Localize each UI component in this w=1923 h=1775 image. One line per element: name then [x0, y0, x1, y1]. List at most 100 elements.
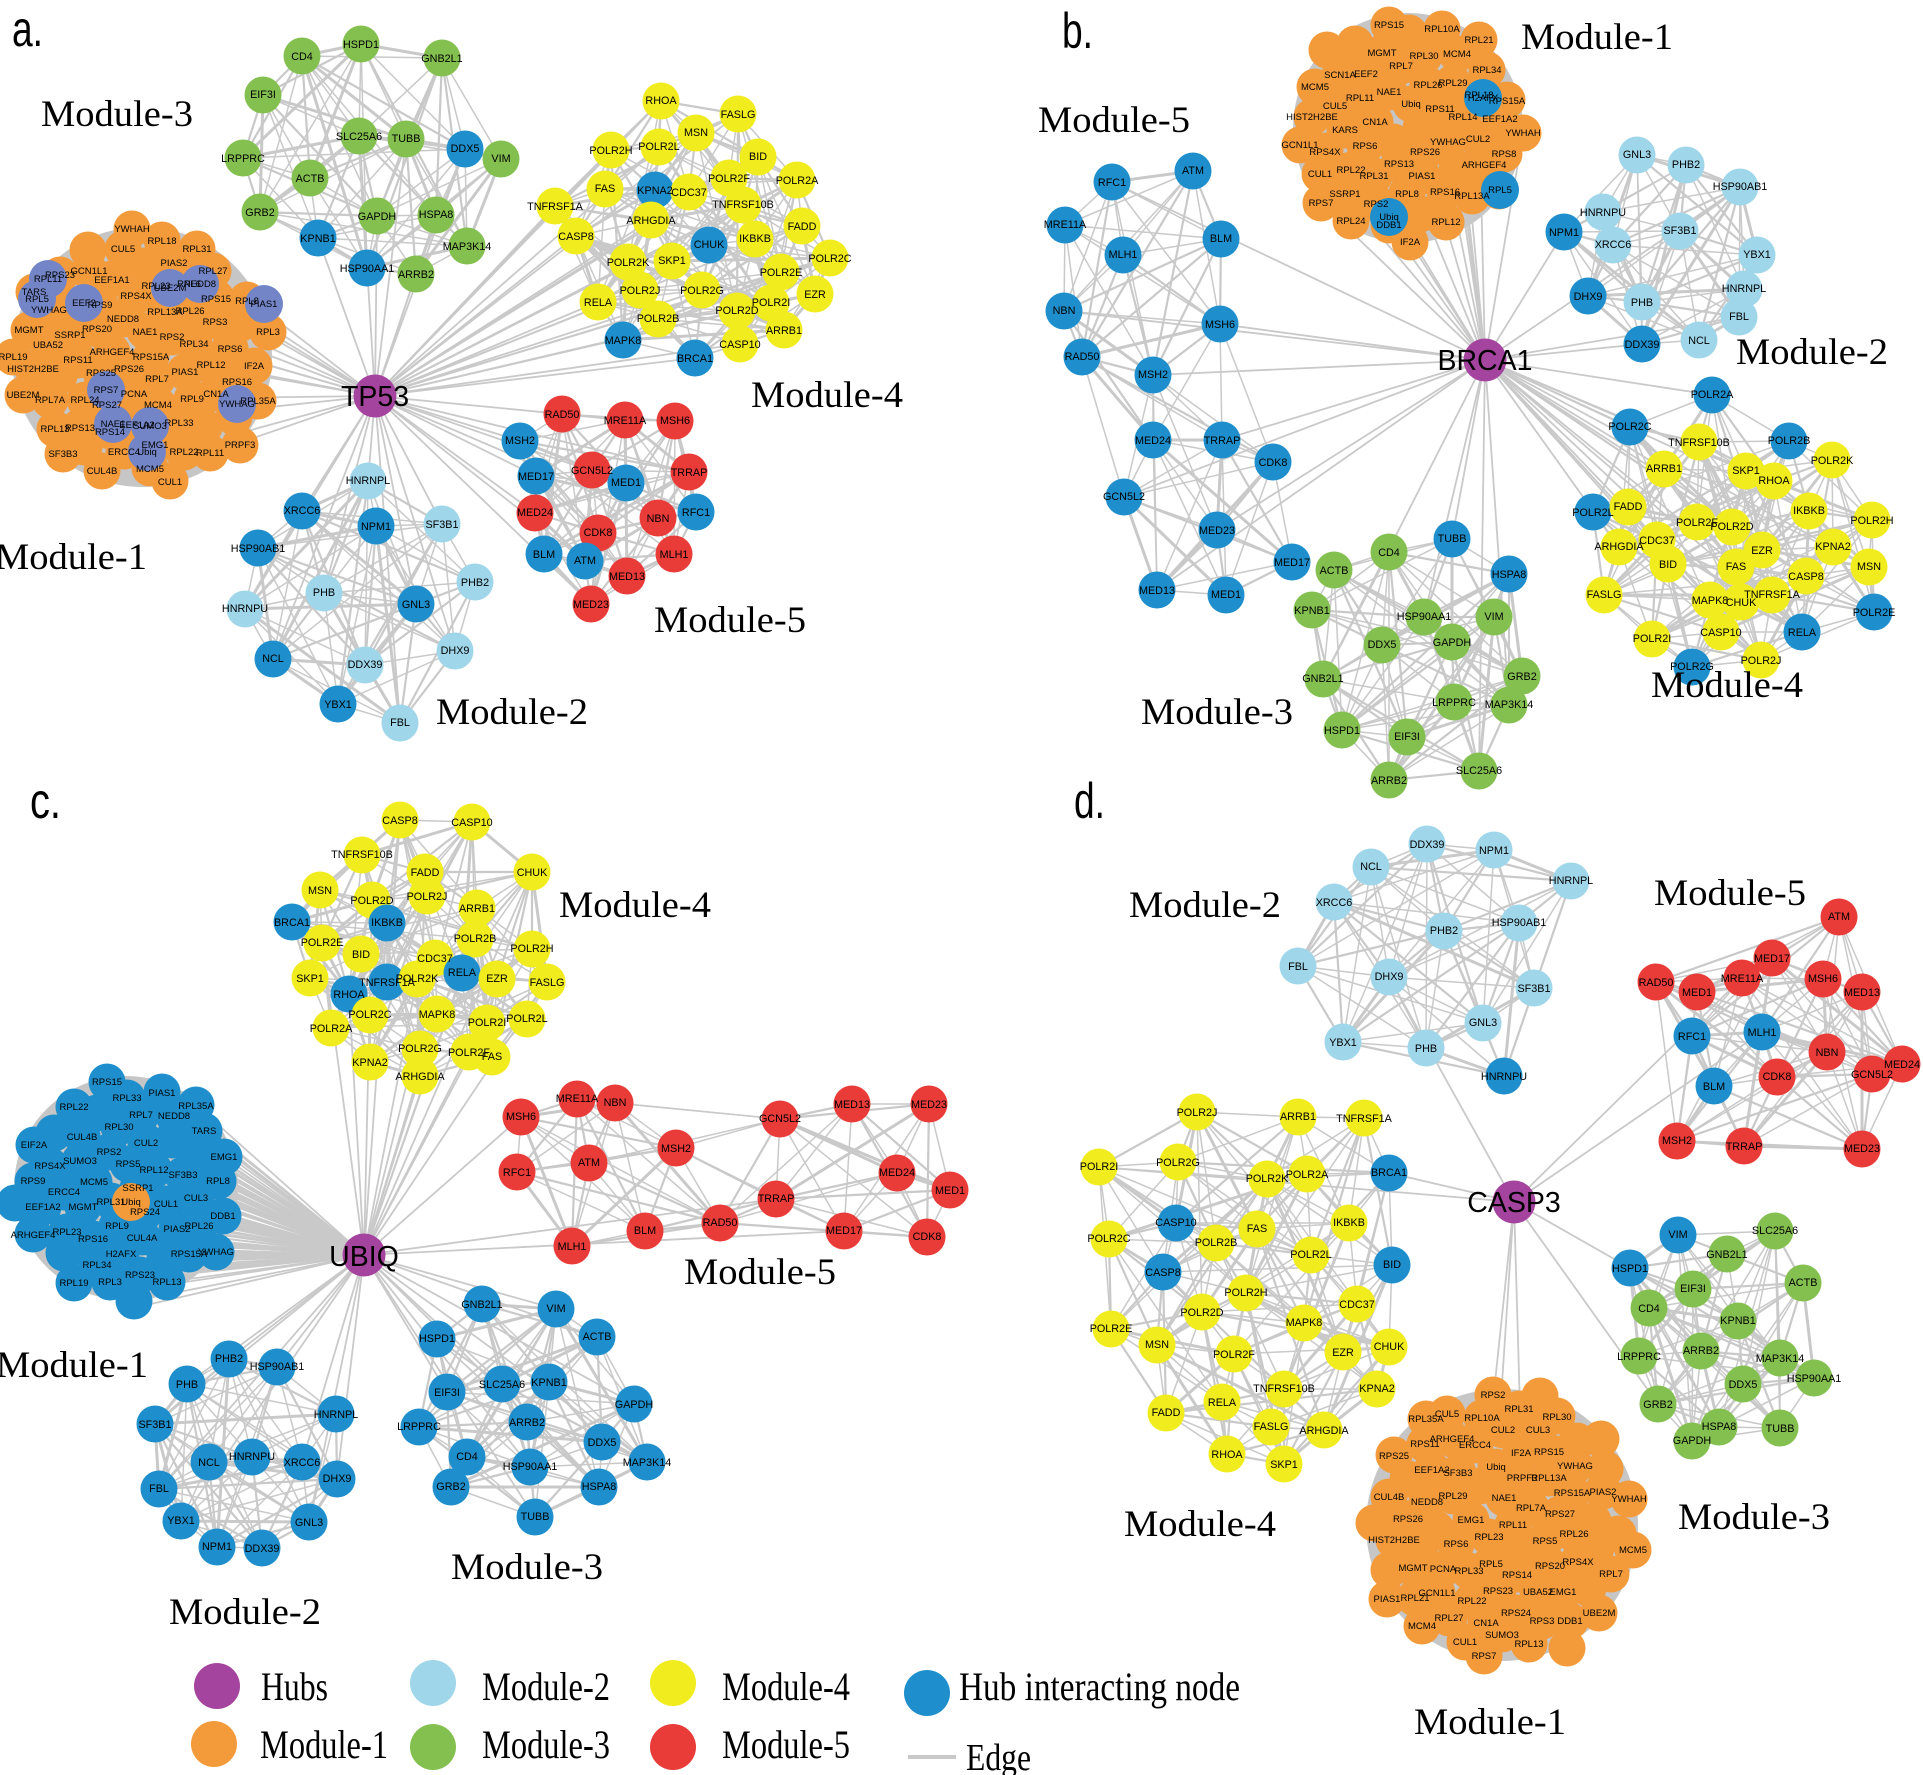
svg-text:SKP1: SKP1 — [296, 973, 324, 985]
svg-text:TNFRSF1A: TNFRSF1A — [527, 201, 584, 213]
svg-text:POLR2I: POLR2I — [1080, 1161, 1118, 1173]
svg-text:CUL1: CUL1 — [154, 1199, 178, 1210]
svg-text:SKP1: SKP1 — [1270, 1459, 1298, 1471]
svg-text:RPL13A: RPL13A — [147, 307, 183, 318]
svg-text:CASP8: CASP8 — [1788, 571, 1823, 583]
svg-text:RPS25: RPS25 — [1379, 1451, 1409, 1462]
svg-text:HSP90AB1: HSP90AB1 — [250, 1361, 305, 1373]
svg-text:KPNB1: KPNB1 — [1294, 605, 1329, 617]
svg-text:Module-3: Module-3 — [451, 1547, 603, 1588]
svg-text:CHUK: CHUK — [517, 867, 548, 879]
svg-text:RAD50: RAD50 — [703, 1217, 738, 1229]
svg-text:GCN5L2: GCN5L2 — [759, 1113, 801, 1125]
svg-text:RPL12: RPL12 — [1431, 217, 1460, 228]
svg-text:Module-2: Module-2 — [482, 1664, 610, 1709]
svg-text:POLR2K: POLR2K — [607, 257, 650, 269]
svg-text:RPL8: RPL8 — [206, 1176, 230, 1187]
svg-text:RPL22: RPL22 — [169, 447, 198, 458]
svg-text:RAD50: RAD50 — [545, 409, 580, 421]
svg-text:RPL30: RPL30 — [1542, 1412, 1571, 1423]
svg-text:Module-1: Module-1 — [1414, 1702, 1566, 1743]
svg-text:ARRB2: ARRB2 — [1683, 1345, 1719, 1357]
svg-text:RELA: RELA — [584, 297, 613, 309]
svg-text:ERCC4: ERCC4 — [48, 1187, 80, 1198]
svg-text:POLR2H: POLR2H — [510, 943, 553, 955]
svg-text:EIF3I: EIF3I — [434, 1387, 460, 1399]
svg-text:RPS3: RPS3 — [1530, 1616, 1555, 1627]
svg-text:GRB2: GRB2 — [245, 207, 274, 219]
svg-text:MSH2: MSH2 — [1662, 1135, 1692, 1147]
svg-text:RPS13: RPS13 — [1384, 159, 1414, 170]
svg-text:TNFRSF10B: TNFRSF10B — [331, 849, 393, 861]
svg-text:TNFRSF1A: TNFRSF1A — [359, 977, 416, 989]
svg-text:CDC37: CDC37 — [417, 953, 452, 965]
svg-text:MED23: MED23 — [1199, 525, 1235, 537]
svg-text:CD4: CD4 — [456, 1451, 478, 1463]
svg-text:RPL26: RPL26 — [1413, 80, 1442, 91]
svg-text:YBX1: YBX1 — [1743, 249, 1771, 261]
svg-text:HSPA8: HSPA8 — [582, 1481, 617, 1493]
svg-text:SF3B3: SF3B3 — [168, 1170, 197, 1181]
svg-text:NAE1: NAE1 — [101, 419, 126, 430]
svg-text:HSP90AA1: HSP90AA1 — [340, 263, 395, 275]
svg-text:POLR2G: POLR2G — [680, 285, 724, 297]
svg-text:BLM: BLM — [1703, 1081, 1725, 1093]
svg-text:SLC25A6: SLC25A6 — [336, 131, 382, 143]
svg-text:HSP90AA1: HSP90AA1 — [503, 1461, 558, 1473]
svg-text:POLR2H: POLR2H — [1850, 515, 1893, 527]
svg-text:Module-1: Module-1 — [1521, 17, 1673, 58]
svg-text:MRE11A: MRE11A — [1721, 973, 1764, 985]
svg-text:ARHGDIA: ARHGDIA — [395, 1071, 445, 1083]
svg-text:ARRB2: ARRB2 — [398, 269, 434, 281]
svg-text:RPS5: RPS5 — [1533, 1536, 1558, 1547]
svg-text:IKBKB: IKBKB — [371, 917, 403, 929]
svg-text:MCM4: MCM4 — [144, 400, 172, 411]
svg-text:HNRNPU: HNRNPU — [1580, 207, 1626, 219]
svg-text:RPS23: RPS23 — [45, 270, 75, 281]
svg-text:BID: BID — [1383, 1259, 1401, 1271]
svg-text:MSH6: MSH6 — [1205, 319, 1235, 331]
svg-text:RPL31: RPL31 — [96, 1197, 125, 1208]
svg-text:MSN: MSN — [1145, 1339, 1169, 1351]
svg-text:MCM5: MCM5 — [1301, 82, 1329, 93]
svg-text:Module-3: Module-3 — [1141, 692, 1293, 733]
svg-text:PIAS1: PIAS1 — [149, 1088, 176, 1099]
svg-text:H2AFX: H2AFX — [1468, 93, 1499, 104]
svg-text:RHOA: RHOA — [333, 989, 365, 1001]
svg-text:POLR2C: POLR2C — [1087, 1233, 1130, 1245]
svg-text:RPL8: RPL8 — [235, 296, 259, 307]
svg-text:GNB2L1: GNB2L1 — [1302, 673, 1343, 685]
svg-text:CHUK: CHUK — [1374, 1341, 1405, 1353]
svg-text:RPL34: RPL34 — [179, 339, 208, 350]
svg-text:GRB2: GRB2 — [1507, 671, 1536, 683]
svg-text:HNRNPL: HNRNPL — [1722, 283, 1766, 295]
svg-text:SF3B1: SF3B1 — [1663, 225, 1696, 237]
svg-text:RPL24: RPL24 — [1336, 216, 1365, 227]
svg-text:PIAS1: PIAS1 — [251, 299, 278, 310]
svg-text:TARS: TARS — [22, 287, 47, 298]
svg-text:DDX5: DDX5 — [1368, 639, 1397, 651]
svg-text:RPL33: RPL33 — [164, 418, 193, 429]
svg-text:NEDD8: NEDD8 — [1411, 1497, 1443, 1508]
svg-text:SF3B3: SF3B3 — [48, 449, 77, 460]
svg-text:GNL3: GNL3 — [1469, 1017, 1497, 1029]
svg-text:CASP8: CASP8 — [382, 815, 417, 827]
svg-text:RPS13: RPS13 — [65, 423, 95, 434]
svg-text:NEDD8: NEDD8 — [107, 314, 139, 325]
svg-text:c.: c. — [30, 773, 61, 829]
svg-text:POLR2B: POLR2B — [637, 313, 680, 325]
svg-text:EEF1A2: EEF1A2 — [1414, 1465, 1449, 1476]
svg-text:RPL13A: RPL13A — [1531, 1473, 1567, 1484]
svg-text:NEDD8: NEDD8 — [184, 279, 216, 290]
svg-text:EZR: EZR — [486, 973, 508, 985]
svg-text:RPL7: RPL7 — [1599, 1569, 1623, 1580]
svg-text:CASP10: CASP10 — [1155, 1217, 1196, 1229]
svg-text:IKBKB: IKBKB — [1333, 1217, 1365, 1229]
svg-text:GCN5L2: GCN5L2 — [1103, 491, 1145, 503]
svg-text:CUL2: CUL2 — [134, 1138, 158, 1149]
svg-text:TRRAP: TRRAP — [1204, 435, 1241, 447]
svg-text:RPS27: RPS27 — [1545, 1509, 1575, 1520]
svg-text:RFC1: RFC1 — [1098, 177, 1126, 189]
svg-text:IF2A: IF2A — [244, 361, 265, 372]
svg-text:RPL19: RPL19 — [59, 1278, 88, 1289]
